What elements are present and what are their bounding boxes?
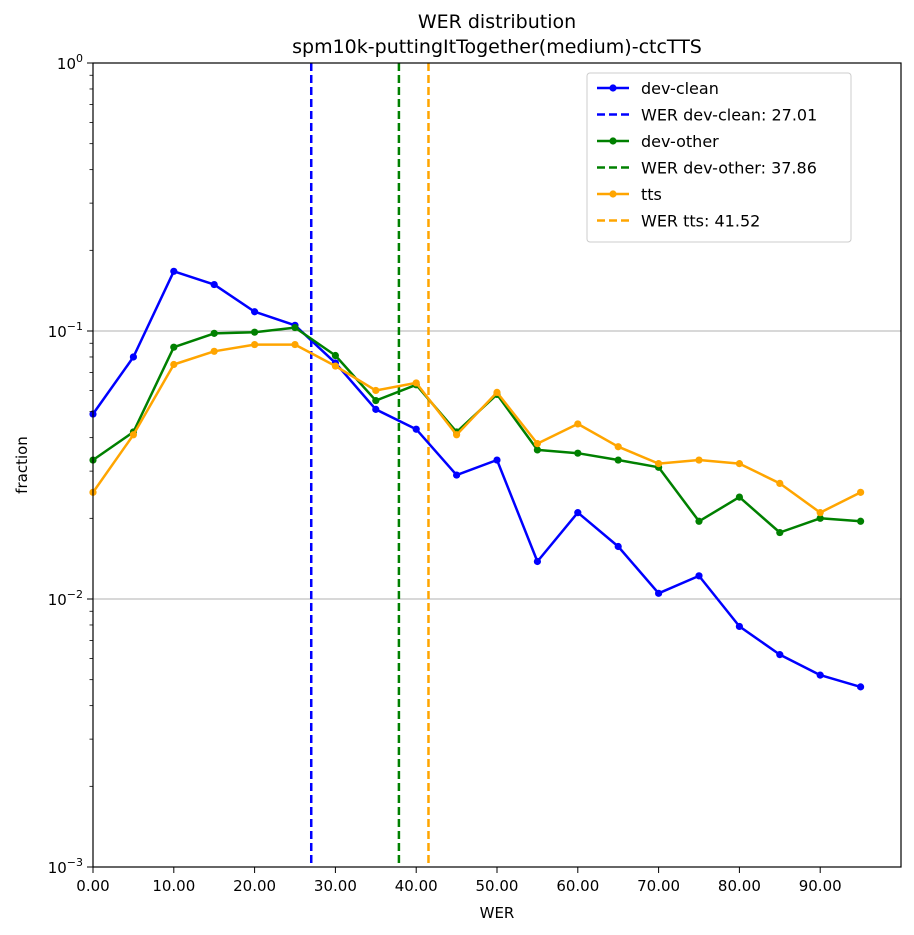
data-point xyxy=(129,353,137,361)
y-tick-label: 100 xyxy=(57,52,83,73)
x-axis-label: WER xyxy=(480,904,515,922)
data-point xyxy=(533,557,542,566)
legend-label: WER tts: 41.52 xyxy=(641,212,760,231)
data-point xyxy=(291,323,299,332)
data-point xyxy=(695,572,703,580)
x-tick-label: 80.00 xyxy=(718,877,761,895)
legend-label: tts xyxy=(641,185,662,204)
data-point xyxy=(412,379,420,387)
x-tick-label: 20.00 xyxy=(233,877,276,895)
data-point xyxy=(735,493,744,501)
data-point xyxy=(816,514,824,522)
data-point xyxy=(210,280,218,289)
data-point xyxy=(251,328,259,336)
data-point xyxy=(574,420,582,428)
x-tick-label: 40.00 xyxy=(395,877,438,895)
data-point xyxy=(493,456,501,464)
data-point xyxy=(574,509,582,517)
data-point xyxy=(453,471,461,479)
legend-marker xyxy=(609,137,617,145)
data-point xyxy=(331,362,339,370)
y-tick-label: 10−1 xyxy=(48,320,83,341)
data-point xyxy=(574,449,582,457)
data-point xyxy=(695,517,703,525)
data-point xyxy=(816,671,824,679)
series-line xyxy=(92,326,861,534)
data-point xyxy=(251,340,259,349)
x-tick-label: 60.00 xyxy=(556,877,599,895)
x-axis-ticks: 0.00 10.00 20.00 30.00 40.00 50.00 60.00 70.00 8… xyxy=(76,867,842,895)
series-lines xyxy=(89,267,865,691)
data-point xyxy=(331,351,339,360)
data-point xyxy=(695,456,703,464)
data-point xyxy=(210,329,218,337)
data-point xyxy=(857,683,865,691)
x-tick-label: 70.00 xyxy=(637,877,680,895)
data-point xyxy=(857,488,865,496)
y-axis-ticks: 100 10−1 10−2 10−3 xyxy=(48,52,93,877)
data-point xyxy=(614,443,622,451)
data-point xyxy=(170,343,178,351)
legend-marker xyxy=(609,84,617,92)
wer-vertical-lines xyxy=(309,63,430,867)
data-point xyxy=(170,267,178,275)
data-point xyxy=(129,431,137,439)
data-point xyxy=(533,446,542,454)
legend-box xyxy=(586,72,852,243)
legend-label: WER dev-other: 37.86 xyxy=(641,159,817,178)
data-point xyxy=(614,542,622,551)
data-point xyxy=(372,386,380,395)
data-point xyxy=(372,405,380,413)
legend-label: WER dev-clean: 27.01 xyxy=(641,106,817,125)
data-point xyxy=(655,589,663,597)
x-tick-label: 0.00 xyxy=(76,877,109,895)
data-point xyxy=(170,360,178,369)
legend-label: dev-clean xyxy=(641,79,719,98)
data-point xyxy=(412,425,420,433)
data-point xyxy=(816,509,824,517)
data-point xyxy=(251,308,259,316)
legend-label: dev-other xyxy=(641,132,719,151)
gridlines xyxy=(93,330,901,600)
x-tick-label: 10.00 xyxy=(152,877,195,895)
data-point xyxy=(735,622,744,631)
legend-marker xyxy=(609,190,617,198)
data-point xyxy=(493,388,501,397)
data-point xyxy=(614,456,622,464)
series-line xyxy=(91,343,862,514)
data-point xyxy=(210,347,218,355)
data-point xyxy=(291,340,299,349)
data-point xyxy=(776,651,784,659)
chart-subtitle: spm10k-puttingItTogether(medium)-ctcTTS xyxy=(292,36,702,58)
x-tick-label: 50.00 xyxy=(476,877,519,895)
y-axis-label: fraction xyxy=(13,436,31,494)
data-point xyxy=(372,396,380,405)
series-line xyxy=(91,270,861,689)
legend: dev-clean WER dev-clean: 27.01 dev-other WE… xyxy=(586,72,852,243)
data-point xyxy=(735,460,744,468)
data-point xyxy=(776,479,784,487)
x-tick-label: 90.00 xyxy=(799,877,842,895)
y-tick-label: 10−3 xyxy=(48,856,83,877)
data-point xyxy=(533,440,542,448)
data-point xyxy=(776,528,784,537)
data-point xyxy=(655,460,663,468)
data-point xyxy=(857,517,865,525)
chart-title: WER distribution xyxy=(418,11,576,33)
y-tick-label: 10−2 xyxy=(48,588,83,609)
x-tick-label: 30.00 xyxy=(314,877,357,895)
data-point xyxy=(453,431,461,439)
